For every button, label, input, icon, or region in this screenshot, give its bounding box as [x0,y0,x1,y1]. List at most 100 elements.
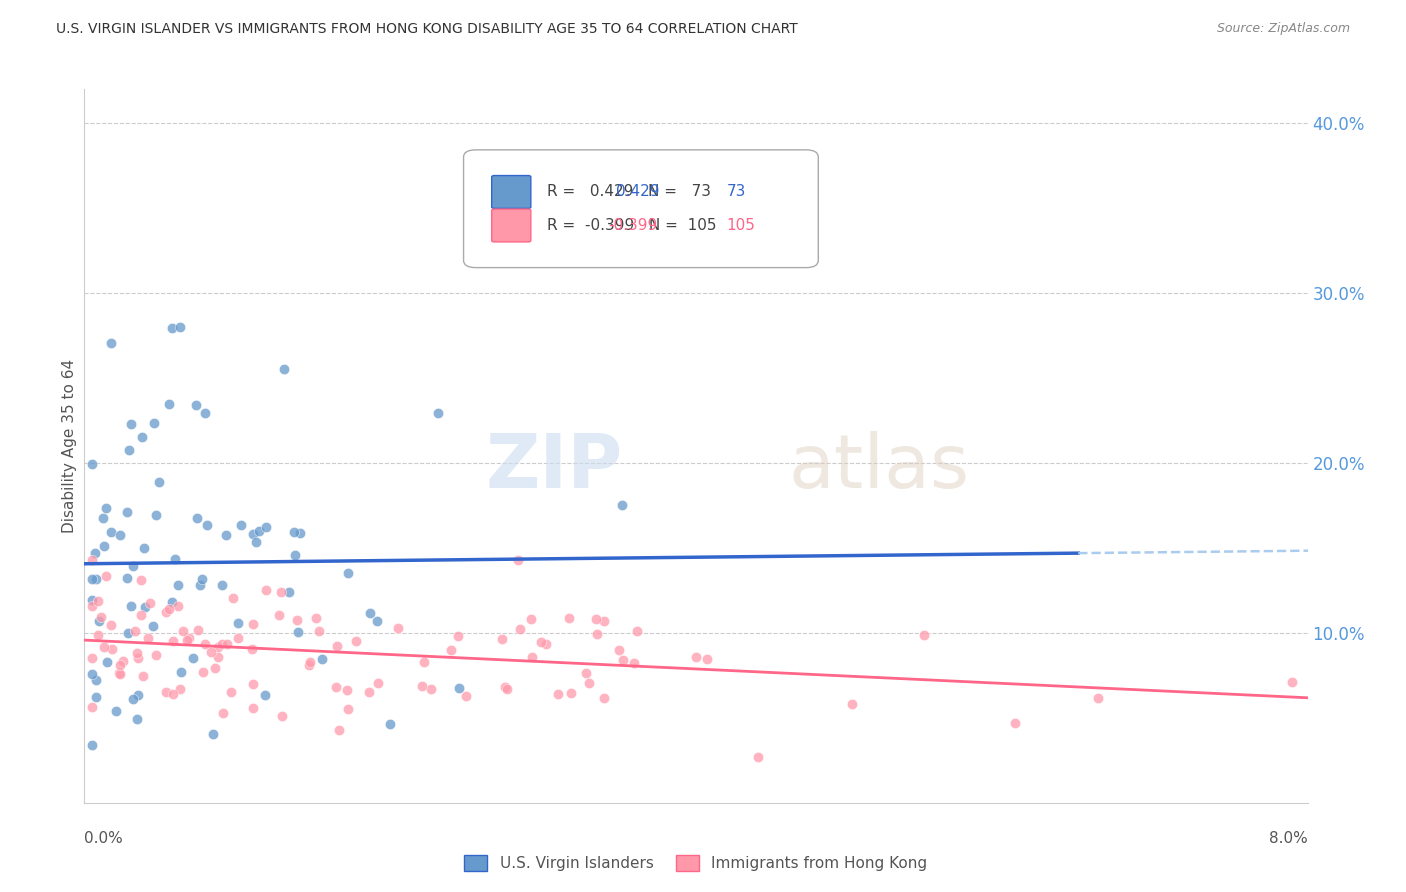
Text: 0.429: 0.429 [616,185,659,200]
Point [593,691,616,706]
Text: 0.0%: 0.0% [84,831,124,847]
Point [111,654,134,668]
Point [585,627,607,641]
Point [685,649,707,664]
Point [626,624,648,638]
Point [240,642,263,657]
Point [607,642,630,657]
Text: atlas: atlas [789,431,970,504]
Point [194,637,217,651]
Text: Source: ZipAtlas.com: Source: ZipAtlas.com [1216,22,1350,36]
Point [228,631,250,645]
Point [127,688,149,702]
Point [245,534,267,549]
Point [287,624,309,639]
Point [344,634,367,648]
Point [84,673,107,687]
Point [288,526,311,541]
Point [121,558,143,573]
Point [96,501,118,516]
Point [93,539,115,553]
Point [366,614,388,628]
Point [100,336,122,351]
Point [162,687,184,701]
Point [215,527,238,541]
Point [491,632,513,647]
Point [115,571,138,585]
Point [560,686,582,700]
Point [326,640,349,654]
Point [270,585,292,599]
Point [242,677,264,691]
Point [509,622,531,636]
Point [124,624,146,639]
Legend: U.S. Virgin Islanders, Immigrants from Hong Kong: U.S. Virgin Islanders, Immigrants from H… [458,849,934,877]
Point [426,406,449,420]
Point [155,685,177,699]
Point [127,712,149,726]
Text: 8.0%: 8.0% [1268,831,1308,847]
Point [256,582,278,597]
Point [117,505,139,519]
Point [247,524,270,538]
Point [110,666,132,681]
Point [163,552,186,566]
Point [142,619,165,633]
Point [80,599,103,614]
Point [84,690,107,704]
Point [419,681,441,696]
Point [145,508,167,522]
Point [132,668,155,682]
Text: U.S. VIRGIN ISLANDER VS IMMIGRANTS FROM HONG KONG DISABILITY AGE 35 TO 64 CORREL: U.S. VIRGIN ISLANDER VS IMMIGRANTS FROM … [56,22,799,37]
Point [80,699,103,714]
Point [359,606,381,620]
Point [104,704,127,718]
Point [557,610,579,624]
FancyBboxPatch shape [492,209,531,242]
Point [592,615,614,629]
Point [80,572,103,586]
Point [212,706,235,720]
Point [229,518,252,533]
Point [269,607,291,622]
Point [93,640,115,654]
Point [148,475,170,489]
Point [122,691,145,706]
Point [132,541,155,555]
Point [311,652,333,666]
Text: R =   0.429   N =   73: R = 0.429 N = 73 [547,185,711,200]
FancyBboxPatch shape [464,150,818,268]
Point [145,648,167,662]
Point [226,615,249,630]
Point [253,688,276,702]
Point [160,320,183,334]
Point [298,658,321,673]
Text: 105: 105 [727,218,755,233]
Point [284,548,307,562]
Point [336,566,359,580]
Point [86,594,108,608]
Point [207,640,229,654]
Point [219,685,242,699]
Point [96,656,118,670]
Point [200,645,222,659]
Point [508,553,530,567]
Point [100,641,122,656]
Point [127,646,149,660]
Point [100,617,122,632]
Point [100,524,122,539]
Point [188,578,211,592]
Point [547,687,569,701]
Point [120,599,142,613]
Point [110,657,132,672]
Point [134,599,156,614]
Point [912,628,935,642]
Point [271,709,294,723]
Point [305,611,328,625]
Point [120,417,142,431]
Point [117,625,139,640]
Point [183,650,205,665]
Point [157,397,180,411]
Point [87,628,110,642]
Point [211,578,233,592]
